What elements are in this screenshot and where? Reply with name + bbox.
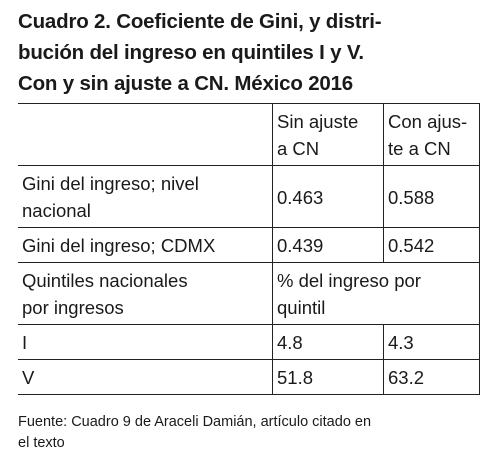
source-note: Fuente: Cuadro 9 de Araceli Damián, artí…: [18, 414, 372, 451]
value-cell: 51.8: [272, 359, 384, 395]
value-cell: 0.463: [272, 165, 384, 228]
row: Quintiles nacionales por ingresos% del i…: [18, 262, 480, 325]
value-cell: 0.542: [383, 227, 480, 263]
value-cell: 4.3: [383, 324, 480, 360]
row: Gini del ingreso; CDMX 0.439 0.542: [18, 227, 480, 263]
row-label: I: [18, 324, 273, 360]
row-label: V: [18, 359, 273, 395]
column-header: Con ajus- te a CN: [383, 103, 480, 166]
row: I 4.8 4.3: [18, 324, 480, 360]
value-cell: 4.8: [272, 324, 384, 360]
row: V 51.8 63.2: [18, 359, 480, 395]
table: Sin ajuste a CN Con ajus- te a CN Gini del…: [18, 103, 480, 395]
span-cell: % del ingreso por quintil: [272, 262, 480, 325]
value-cell: 63.2: [383, 359, 480, 395]
header-cell: [18, 103, 273, 166]
column-header: Sin ajuste a CN: [272, 103, 384, 166]
row-label: Gini del ingreso; nivel nacional: [18, 165, 273, 228]
value-cell: 0.588: [383, 165, 480, 228]
title: Cuadro 2. Coeficiente de Gini, y distri-…: [18, 10, 382, 95]
row-label: Gini del ingreso; CDMX: [18, 227, 273, 263]
header-row: Sin ajuste a CN Con ajus- te a CN: [18, 103, 480, 166]
row: Gini del ingreso; nivel nacional 0.463 0.5…: [18, 165, 480, 228]
value-cell: 0.439: [272, 227, 384, 263]
row-label: Quintiles nacionales por ingresos: [18, 262, 273, 325]
